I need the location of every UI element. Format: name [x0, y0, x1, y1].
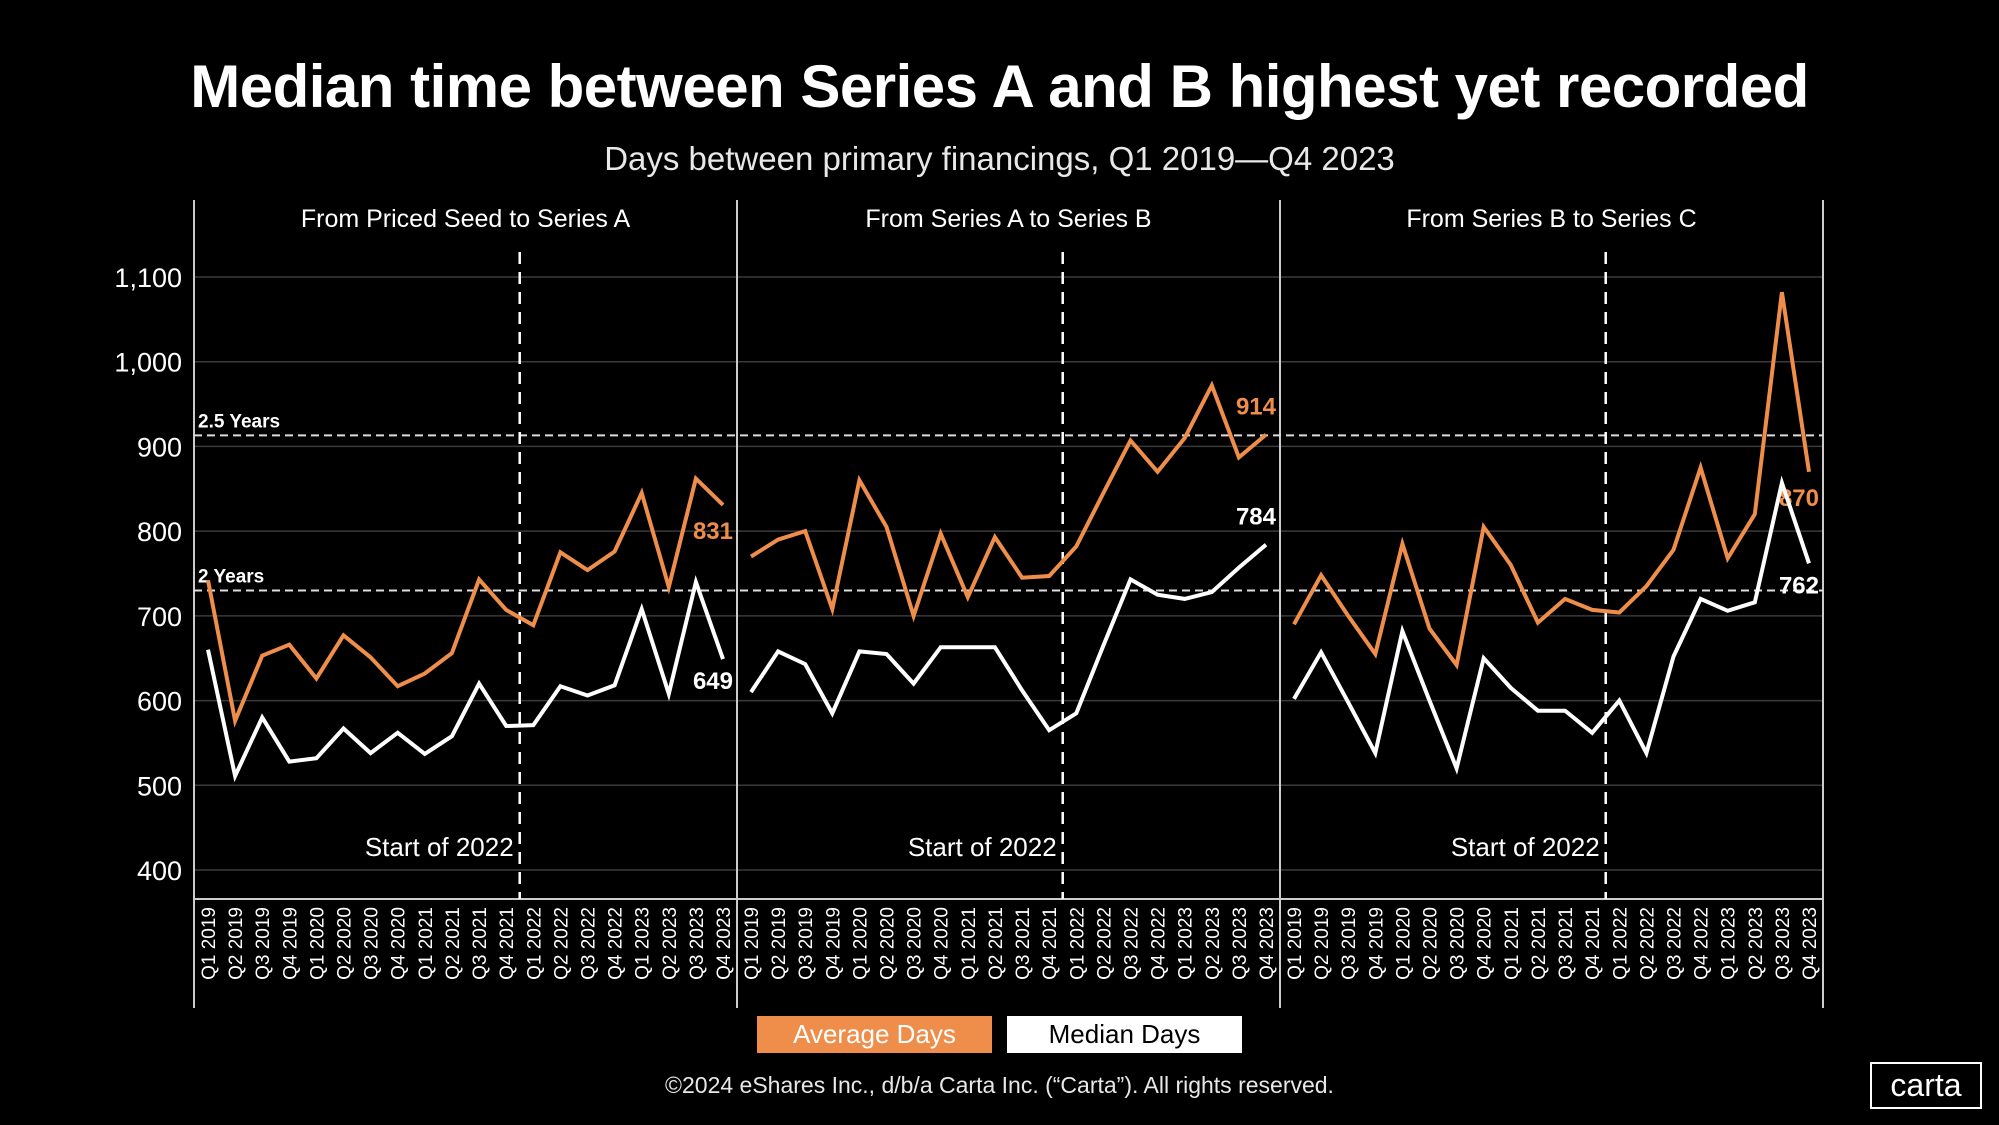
x-tick-label: Q2 2021	[1529, 907, 1550, 980]
panel-title: From Series A to Series B	[865, 205, 1151, 233]
x-tick-label: Q3 2020	[905, 907, 926, 980]
x-tick-label: Q2 2019	[226, 907, 247, 980]
x-tick-label: Q2 2019	[769, 907, 790, 980]
x-tick-label: Q4 2022	[1149, 907, 1170, 980]
average-days-line	[206, 474, 725, 728]
x-tick-label: Q1 2022	[1610, 907, 1631, 980]
median-end-label: 649	[693, 668, 733, 695]
x-tick-label: Q4 2021	[1040, 907, 1061, 980]
x-tick-label: Q1 2023	[1719, 907, 1740, 980]
median-days-line	[1292, 475, 1811, 775]
start-of-2022-label: Start of 2022	[1451, 832, 1600, 862]
x-tick-label: Q2 2022	[1637, 907, 1658, 980]
x-tick-label: Q4 2022	[606, 907, 627, 980]
median-days-line	[206, 574, 725, 783]
median-days-line	[749, 543, 1268, 733]
x-tick-label: Q1 2020	[1393, 907, 1414, 980]
y-tick-label: 600	[137, 687, 182, 717]
x-tick-label: Q1 2023	[633, 907, 654, 980]
x-tick-label: Q4 2023	[714, 907, 735, 980]
reference-line-label: 2 Years	[198, 566, 264, 587]
average-end-label: 831	[693, 518, 733, 545]
x-tick-label: Q1 2020	[850, 907, 871, 980]
x-tick-label: Q1 2020	[307, 907, 328, 980]
x-tick-label: Q4 2023	[1800, 907, 1821, 980]
x-tick-label: Q3 2021	[470, 907, 491, 980]
y-tick-label: 700	[137, 602, 182, 632]
average-end-label: 914	[1236, 394, 1277, 421]
x-tick-label: Q4 2019	[823, 907, 844, 980]
y-tick-label: 500	[137, 771, 182, 801]
x-tick-label: Q4 2020	[1475, 907, 1496, 980]
x-tick-label: Q3 2022	[1664, 907, 1685, 980]
x-tick-label: Q1 2021	[1502, 907, 1523, 980]
chart-subtitle: Days between primary financings, Q1 2019…	[604, 140, 1395, 177]
panel-title: From Series B to Series C	[1406, 205, 1696, 233]
x-tick-label: Q4 2021	[497, 907, 518, 980]
x-tick-label: Q2 2023	[660, 907, 681, 980]
carta-logo: carta	[1870, 1062, 1982, 1109]
x-tick-label: Q3 2022	[578, 907, 599, 980]
x-tick-label: Q1 2019	[742, 907, 763, 980]
reference-line-label: 2.5 Years	[198, 411, 280, 432]
x-tick-label: Q3 2020	[1448, 907, 1469, 980]
legend-median-days: Median Days	[1007, 1016, 1242, 1053]
x-tick-label: Q2 2022	[1094, 907, 1115, 980]
x-tick-label: Q1 2022	[1067, 907, 1088, 980]
x-tick-label: Q3 2022	[1121, 907, 1142, 980]
x-tick-label: Q2 2023	[1746, 907, 1767, 980]
median-end-label: 784	[1236, 504, 1277, 531]
x-tick-label: Q2 2023	[1203, 907, 1224, 980]
start-of-2022-label: Start of 2022	[365, 832, 514, 862]
panel-title: From Priced Seed to Series A	[301, 205, 631, 233]
copyright-footer: ©2024 eShares Inc., d/b/a Carta Inc. (“C…	[665, 1072, 1334, 1098]
x-tick-label: Q3 2023	[687, 907, 708, 980]
x-tick-label: Q1 2019	[1285, 907, 1306, 980]
x-tick-label: Q2 2022	[551, 907, 572, 980]
start-of-2022-label: Start of 2022	[908, 832, 1057, 862]
x-tick-label: Q2 2020	[335, 907, 356, 980]
x-tick-label: Q1 2023	[1176, 907, 1197, 980]
x-tick-label: Q1 2019	[199, 907, 220, 980]
x-tick-label: Q3 2019	[1339, 907, 1360, 980]
x-tick-label: Q4 2019	[280, 907, 301, 980]
x-tick-label: Q3 2019	[253, 907, 274, 980]
x-tick-label: Q3 2020	[362, 907, 383, 980]
y-tick-label: 900	[137, 432, 182, 462]
x-tick-label: Q4 2020	[932, 907, 953, 980]
x-tick-label: Q4 2020	[389, 907, 410, 980]
x-tick-label: Q3 2021	[1556, 907, 1577, 980]
x-tick-label: Q3 2023	[1773, 907, 1794, 980]
x-tick-label: Q3 2023	[1230, 907, 1251, 980]
x-tick-label: Q3 2021	[1013, 907, 1034, 980]
x-tick-label: Q2 2021	[443, 907, 464, 980]
x-tick-label: Q2 2019	[1312, 907, 1333, 980]
average-days-line	[749, 380, 1268, 623]
chart-title: Median time between Series A and B highe…	[190, 53, 1809, 120]
x-tick-label: Q1 2021	[416, 907, 437, 980]
y-tick-label: 1,000	[114, 348, 182, 378]
x-tick-label: Q4 2019	[1366, 907, 1387, 980]
x-tick-label: Q1 2022	[524, 907, 545, 980]
x-tick-label: Q2 2020	[1421, 907, 1442, 980]
legend-average-days: Average Days	[757, 1016, 992, 1053]
average-days-line	[1292, 291, 1811, 670]
x-tick-label: Q1 2021	[959, 907, 980, 980]
median-end-label: 762	[1779, 572, 1819, 599]
x-tick-label: Q2 2021	[986, 907, 1007, 980]
y-tick-label: 1,100	[114, 263, 182, 293]
y-tick-label: 400	[137, 856, 182, 886]
x-tick-label: Q2 2020	[878, 907, 899, 980]
x-tick-label: Q4 2022	[1692, 907, 1713, 980]
y-tick-label: 800	[137, 517, 182, 547]
x-tick-label: Q4 2023	[1257, 907, 1278, 980]
x-tick-label: Q3 2019	[796, 907, 817, 980]
x-tick-label: Q4 2021	[1583, 907, 1604, 980]
